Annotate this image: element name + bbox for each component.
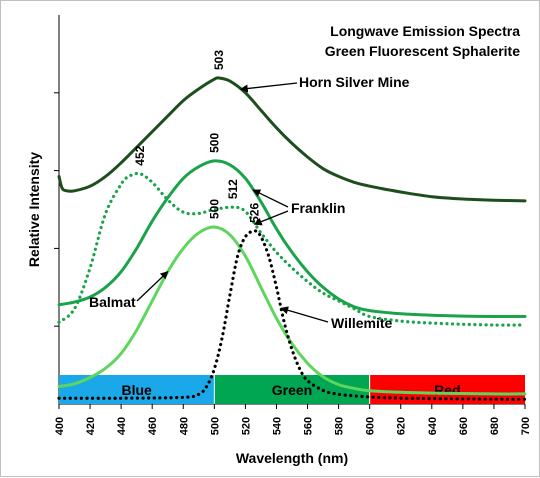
annotations: Horn Silver Mine Franklin Balmat Willemite (89, 74, 410, 331)
x-tick-label: 460 (147, 417, 159, 435)
x-tick-label: 660 (458, 417, 470, 435)
annotation-label-horn-silver-mine: Horn Silver Mine (299, 74, 410, 90)
chart-title-line-1: Longwave Emission Spectra (330, 23, 520, 39)
x-tick-label: 420 (85, 417, 97, 435)
series-line-willemite-dotted (57, 229, 527, 401)
x-tick-label: 480 (178, 417, 190, 435)
peak-label: 500 (207, 199, 221, 219)
annotation-arrow (136, 271, 169, 302)
x-tick-label: 700 (520, 417, 532, 435)
x-tick-label: 640 (427, 417, 439, 435)
series-line-horn-silver-mine (57, 76, 527, 203)
band-label-green: Green (272, 382, 312, 398)
annotation-label-franklin: Franklin (291, 200, 345, 216)
y-axis-title: Relative Intensity (26, 152, 42, 267)
series-line-balmat (57, 225, 527, 396)
color-band-green (214, 375, 370, 404)
x-tick-label: 520 (240, 417, 252, 435)
chart-title-line-2: Green Fluorescent Sphalerite (325, 43, 520, 59)
band-label-red: Red (434, 382, 460, 398)
x-axis-title: Wavelength (nm) (236, 450, 348, 466)
peak-labels: 503 500 452 512 500 526 (133, 50, 262, 223)
peak-label: 500 (207, 133, 221, 153)
x-tick-label: 600 (365, 417, 377, 435)
x-tick-label: 400 (54, 417, 66, 435)
annotation-arrow (280, 306, 329, 323)
series-group (57, 76, 527, 401)
annotation-arrow (253, 210, 289, 226)
y-ticks (54, 92, 59, 327)
x-tick-label: 540 (271, 417, 283, 435)
x-tick-label: 440 (116, 417, 128, 435)
x-tick-label: 580 (334, 417, 346, 435)
peak-label: 452 (133, 145, 147, 165)
series-line-franklin-dotted (57, 171, 527, 327)
annotation-arrow (252, 189, 289, 208)
x-tick-label: 500 (209, 417, 221, 435)
peak-label: 512 (226, 179, 240, 199)
annotation-label-balmat: Balmat (89, 294, 136, 310)
band-label-blue: Blue (121, 382, 152, 398)
annotation-arrow (239, 82, 298, 93)
series-line-franklin (57, 159, 527, 319)
x-tick-label: 680 (489, 417, 501, 435)
x-tick-label: 560 (303, 417, 315, 435)
annotation-label-willemite: Willemite (331, 315, 393, 331)
x-tick-label: 620 (396, 417, 408, 435)
peak-label: 503 (212, 50, 226, 70)
x-ticks: 400 420 440 460 480 500 520 540 560 580 600 620 640 6… (54, 404, 532, 435)
peak-label: 526 (248, 203, 262, 223)
color-bands: Blue Green Red (59, 375, 525, 404)
